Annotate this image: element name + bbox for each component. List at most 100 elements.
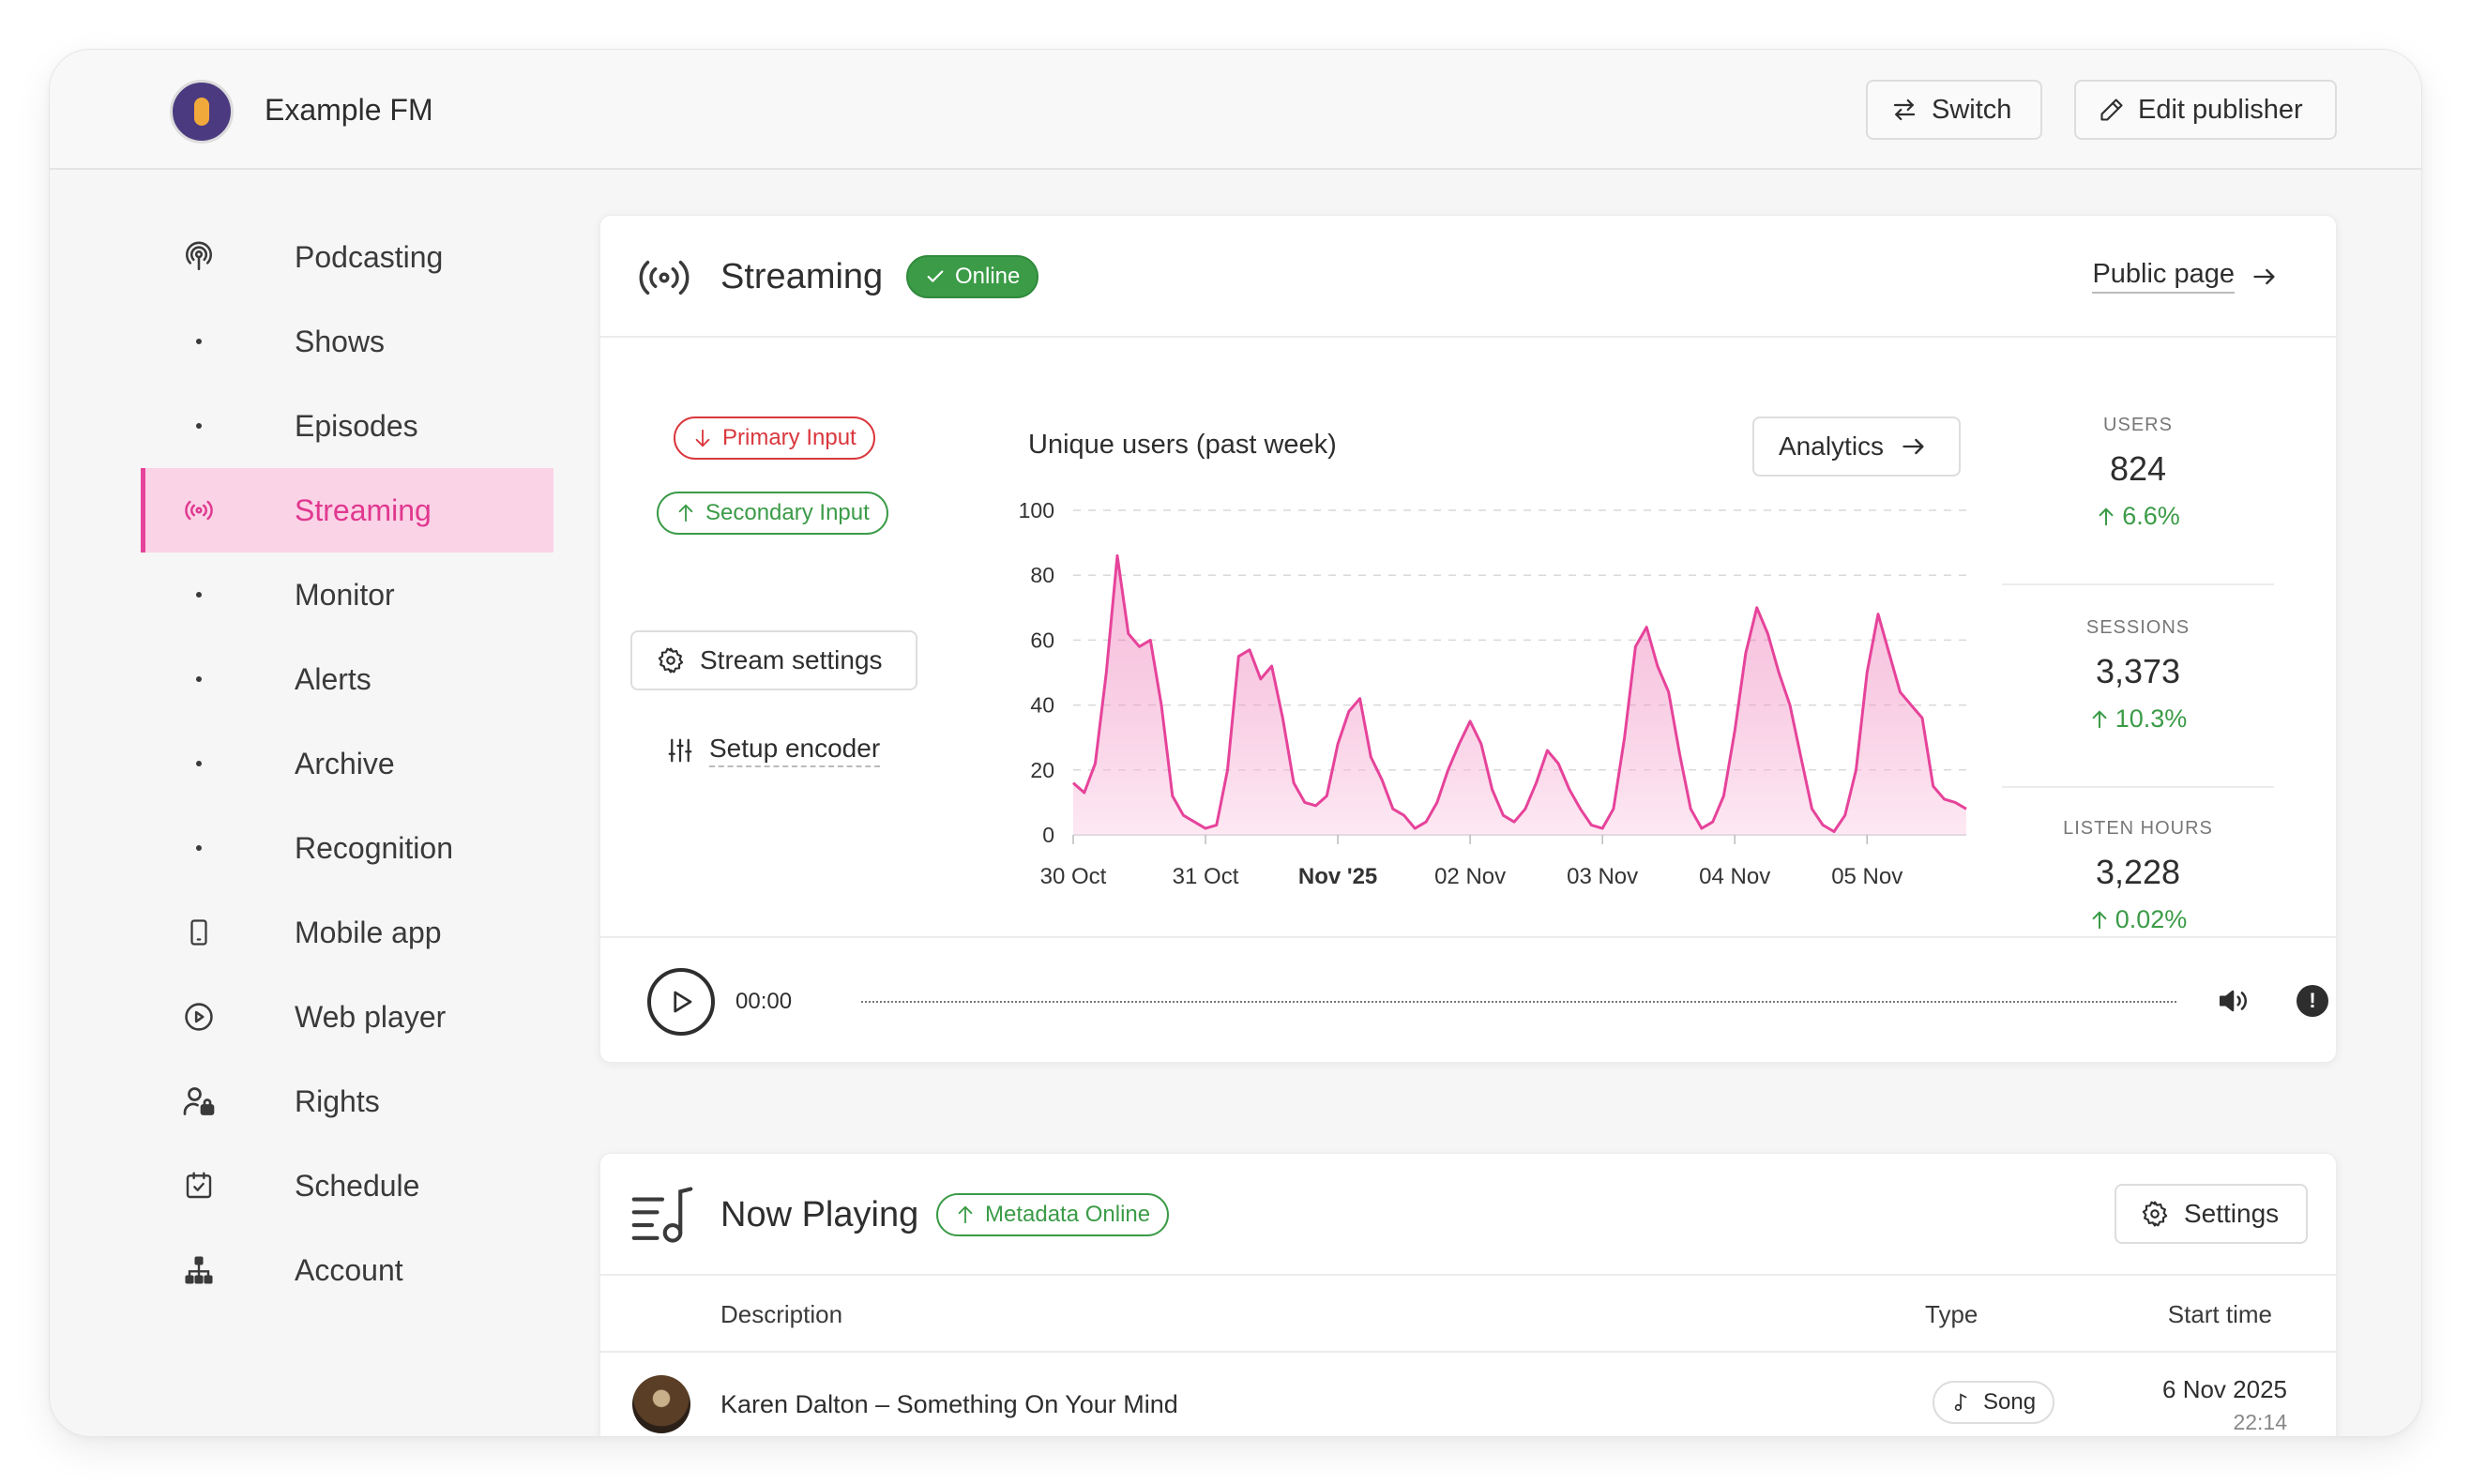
progress-track[interactable] xyxy=(861,1001,2176,1003)
edit-publisher-label: Edit publisher xyxy=(2138,94,2303,125)
stream-player: 00:00 ! xyxy=(600,936,2336,1064)
info-icon[interactable]: ! xyxy=(2297,985,2328,1017)
arrow-up-icon xyxy=(958,1205,973,1224)
sidebar-label: Episodes xyxy=(295,408,418,443)
gear-icon xyxy=(2142,1201,2168,1227)
sidebar-item-mobile-app[interactable]: Mobile app xyxy=(141,890,553,975)
row-date: 6 Nov 2025 xyxy=(2162,1375,2287,1403)
online-status-label: Online xyxy=(955,264,1021,289)
app-window: Example FM Switch Edit publisher Podcast… xyxy=(49,49,2422,1437)
sidebar-item-web-player[interactable]: Web player xyxy=(141,975,553,1059)
stat-sessions: SESSIONS 3,373 10.3% xyxy=(2002,617,2274,734)
arrow-up-icon xyxy=(2092,710,2107,728)
now-playing-header: Now Playing Metadata Online Settings xyxy=(600,1154,2336,1276)
table-row[interactable]: Karen Dalton – Something On Your Mind So… xyxy=(600,1353,2336,1436)
check-icon xyxy=(927,270,944,282)
x-tick-label: 02 Nov xyxy=(1434,864,1506,889)
publisher-name: Example FM xyxy=(265,93,433,127)
metadata-status-badge: Metadata Online xyxy=(936,1193,1170,1236)
primary-input-badge[interactable]: Primary Input xyxy=(674,416,875,460)
sidebar-item-monitor[interactable]: Monitor xyxy=(141,553,553,637)
bullet-icon xyxy=(196,761,202,766)
now-playing-title: Now Playing xyxy=(720,1195,919,1234)
microphone-icon xyxy=(194,98,209,126)
sidebar-item-episodes[interactable]: Episodes xyxy=(141,384,553,468)
sidebar-label: Archive xyxy=(295,746,395,780)
now-playing-settings-button[interactable]: Settings xyxy=(2115,1184,2308,1244)
sidebar-item-streaming[interactable]: Streaming xyxy=(141,468,553,553)
setup-encoder-link[interactable]: Setup encoder xyxy=(666,734,881,767)
stat-value: 3,373 xyxy=(2095,652,2181,690)
analytics-button[interactable]: Analytics xyxy=(1752,416,1961,477)
stream-settings-button[interactable]: Stream settings xyxy=(630,630,917,690)
bullet-icon xyxy=(196,676,202,682)
bullet-icon xyxy=(196,592,202,598)
sidebar-label: Web player xyxy=(295,999,447,1034)
users-chart: 0 20 40 60 80 100 30 Oct 31 Oct Nov '25 02 Nov 03 … xyxy=(1019,498,1967,889)
sidebar-label: Alerts xyxy=(295,661,371,696)
sidebar-item-rights[interactable]: Rights xyxy=(141,1059,553,1143)
type-badge: Song xyxy=(1933,1381,2055,1424)
sidebar-label: Rights xyxy=(295,1083,380,1118)
stat-users: USERS 824 6.6% xyxy=(2002,415,2274,531)
stat-value: 824 xyxy=(2109,449,2167,488)
column-description[interactable]: Description xyxy=(720,1300,843,1328)
switch-button[interactable]: Switch xyxy=(1866,80,2042,140)
bullet-icon xyxy=(196,845,202,851)
x-tick-label: 31 Oct xyxy=(1173,864,1239,889)
sidebar-label: Recognition xyxy=(295,830,453,865)
x-tick-label: 03 Nov xyxy=(1567,864,1638,889)
playback-time: 00:00 xyxy=(735,989,793,1014)
table-header: Description Type Start time xyxy=(600,1276,2336,1353)
sidebar-item-account[interactable]: Account xyxy=(141,1228,553,1312)
pencil-icon xyxy=(2100,98,2123,121)
stat-label: USERS xyxy=(2103,415,2173,435)
public-page-link[interactable]: Public page xyxy=(2092,259,2280,294)
setup-encoder-label: Setup encoder xyxy=(709,734,881,767)
sidebar-item-archive[interactable]: Archive xyxy=(141,721,553,806)
column-start-time[interactable]: Start time xyxy=(2167,1300,2272,1328)
publisher-logo[interactable] xyxy=(170,80,234,144)
sidebar-item-recognition[interactable]: Recognition xyxy=(141,806,553,890)
sidebar-item-podcasting[interactable]: Podcasting xyxy=(141,215,553,299)
play-circle-icon xyxy=(182,1000,216,1034)
stat-listen-hours: LISTEN HOURS 3,228 0.02% xyxy=(2002,818,2274,934)
sidebar-label: Mobile app xyxy=(295,915,442,949)
y-tick-label: 0 xyxy=(1042,823,1054,847)
podcast-icon xyxy=(182,240,216,274)
mobile-icon xyxy=(182,916,216,949)
x-tick-label: 05 Nov xyxy=(1831,864,1903,889)
arrow-up-icon xyxy=(678,504,693,522)
x-tick-label: 04 Nov xyxy=(1699,864,1770,889)
stat-change: 10.3% xyxy=(2002,704,2274,734)
type-label: Song xyxy=(1983,1389,2037,1415)
volume-icon[interactable] xyxy=(2216,985,2250,1017)
streaming-card-header: Streaming Online Public page xyxy=(600,216,2336,338)
gear-icon xyxy=(658,647,684,674)
stat-change: 0.02% xyxy=(2002,905,2274,934)
edit-publisher-button[interactable]: Edit publisher xyxy=(2074,80,2337,140)
secondary-input-label: Secondary Input xyxy=(705,500,870,525)
y-tick-label: 20 xyxy=(1030,758,1054,782)
sidebar-item-shows[interactable]: Shows xyxy=(141,299,553,384)
stat-change-value: 0.02% xyxy=(2115,905,2188,933)
sidebar-label: Streaming xyxy=(295,492,432,527)
stat-divider xyxy=(2002,786,2274,788)
sidebar-item-schedule[interactable]: Schedule xyxy=(141,1143,553,1228)
bullet-icon xyxy=(196,339,202,344)
series-line xyxy=(1072,553,1967,833)
y-tick-label: 80 xyxy=(1030,563,1054,587)
user-lock-icon xyxy=(182,1084,216,1118)
stat-change-value: 10.3% xyxy=(2115,704,2188,733)
secondary-input-badge[interactable]: Secondary Input xyxy=(657,492,888,535)
primary-input-label: Primary Input xyxy=(722,425,857,450)
sliders-icon xyxy=(668,738,692,763)
sidebar-item-alerts[interactable]: Alerts xyxy=(141,637,553,721)
row-start-time: 6 Nov 2025 22:14 xyxy=(2162,1375,2287,1435)
stat-change-value: 6.6% xyxy=(2122,502,2180,530)
arrow-up-icon xyxy=(2099,507,2114,525)
top-bar: Example FM Switch Edit publisher xyxy=(50,50,2421,170)
arrow-right-icon xyxy=(1903,438,1924,455)
column-type[interactable]: Type xyxy=(1925,1300,1978,1328)
play-button[interactable] xyxy=(647,968,715,1036)
